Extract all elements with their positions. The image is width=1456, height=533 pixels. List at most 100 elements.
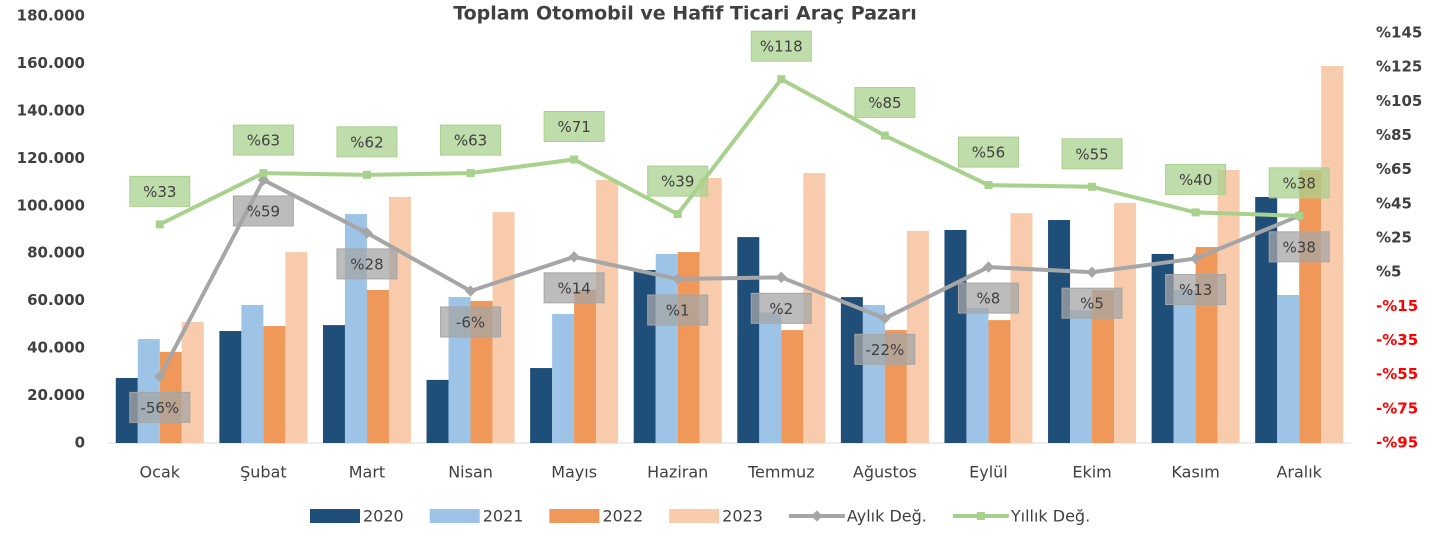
x-tick-label: Temmuz: [747, 463, 815, 482]
bar: [988, 320, 1010, 443]
y2-tick-label: %85: [1376, 126, 1412, 144]
data-label: %5: [1080, 295, 1104, 313]
data-label: %33: [143, 183, 176, 201]
y2-tick-label: %65: [1376, 160, 1412, 178]
bar: [323, 325, 345, 443]
bar: [427, 380, 449, 443]
y2-tick-label: -%15: [1376, 297, 1418, 315]
y2-tick-label: -%55: [1376, 365, 1418, 383]
line-marker: [984, 181, 992, 189]
line-marker: [568, 251, 579, 262]
y2-tick-label: %5: [1376, 263, 1401, 281]
x-tick-label: Kasım: [1171, 463, 1219, 482]
data-label: %85: [868, 94, 901, 112]
line-marker: [467, 169, 475, 177]
bar: [944, 230, 966, 443]
line-marker: [881, 132, 889, 140]
data-label: %63: [454, 132, 487, 150]
data-label: %13: [1179, 281, 1212, 299]
data-label: -6%: [456, 313, 485, 331]
data-label: %71: [557, 118, 590, 136]
legend-swatch: [977, 512, 985, 520]
line-marker: [363, 171, 371, 179]
bar: [737, 237, 759, 443]
line-marker: [777, 75, 785, 83]
data-label: %38: [1283, 174, 1316, 192]
bar: [863, 305, 885, 443]
data-label: %39: [661, 173, 694, 191]
x-tick-label: Ağustos: [853, 463, 917, 482]
data-label: %1: [666, 302, 690, 320]
line: [160, 79, 1299, 224]
x-tick-label: Nisan: [448, 463, 493, 482]
legend-label: 2021: [483, 507, 524, 526]
y2-tick-label: %45: [1376, 194, 1412, 212]
bar: [1277, 295, 1299, 443]
line-marker: [674, 210, 682, 218]
line-marker: [570, 155, 578, 163]
data-label: %59: [247, 202, 280, 220]
data-label: %55: [1075, 145, 1108, 163]
data-label: %28: [350, 255, 383, 273]
data-label: %62: [350, 133, 383, 151]
x-tick-label: Mart: [349, 463, 385, 482]
x-tick-label: Haziran: [647, 463, 708, 482]
data-label: -22%: [865, 341, 904, 359]
bar: [656, 254, 678, 443]
legend-label: 2020: [363, 507, 404, 526]
y-tick-label: 20.000: [27, 386, 85, 404]
legend-label: Yıllık Değ.: [1010, 507, 1090, 526]
legend-swatch: [669, 509, 719, 523]
y2-tick-label: %105: [1376, 92, 1422, 110]
data-label: %38: [1283, 238, 1316, 256]
bar: [574, 290, 596, 443]
bar: [182, 322, 204, 443]
bar: [552, 314, 574, 443]
line-marker: [1192, 208, 1200, 216]
bar: [530, 368, 552, 443]
y-tick-label: 180.000: [17, 7, 85, 25]
y-tick-label: 100.000: [17, 196, 85, 214]
line-marker: [259, 169, 267, 177]
bar: [759, 313, 781, 443]
line-marker: [1086, 267, 1097, 278]
y-tick-label: 40.000: [27, 339, 85, 357]
bar: [596, 180, 618, 443]
chart-title: Toplam Otomobil ve Hafif Ticari Araç Paz…: [453, 3, 917, 25]
x-tick-label: Şubat: [240, 463, 287, 482]
y2-tick-label: %25: [1376, 229, 1412, 247]
bar: [263, 326, 285, 443]
y-tick-label: 160.000: [17, 54, 85, 72]
y2-tick-label: -%35: [1376, 331, 1418, 349]
line-marker: [156, 220, 164, 228]
bar: [1048, 220, 1070, 443]
y2-tick-label: -%95: [1376, 434, 1418, 452]
data-label: %40: [1179, 171, 1212, 189]
data-label: -56%: [140, 399, 179, 417]
x-tick-label: Ekim: [1072, 463, 1111, 482]
y-tick-label: 120.000: [17, 149, 85, 167]
bar: [1299, 170, 1321, 443]
legend-label: 2022: [602, 507, 643, 526]
bar: [219, 331, 241, 443]
bar: [781, 330, 803, 443]
bar: [1174, 290, 1196, 443]
bar: [241, 305, 263, 443]
bar: [389, 197, 411, 443]
y-tick-label: 60.000: [27, 291, 85, 309]
line-marker: [1295, 212, 1303, 220]
x-tick-label: Eylül: [969, 463, 1008, 482]
bar: [966, 308, 988, 443]
legend-swatch: [310, 509, 360, 523]
y2-tick-label: %145: [1376, 24, 1422, 42]
data-label: %14: [557, 279, 590, 297]
line-marker: [1088, 183, 1096, 191]
bar: [1114, 203, 1136, 443]
data-label: %2: [769, 300, 793, 318]
bar: [367, 290, 389, 443]
y-tick-label: 140.000: [17, 101, 85, 119]
bar: [841, 297, 863, 443]
data-label: %56: [972, 144, 1005, 162]
y-tick-label: 0: [75, 434, 85, 452]
x-tick-label: Aralık: [1276, 463, 1322, 482]
